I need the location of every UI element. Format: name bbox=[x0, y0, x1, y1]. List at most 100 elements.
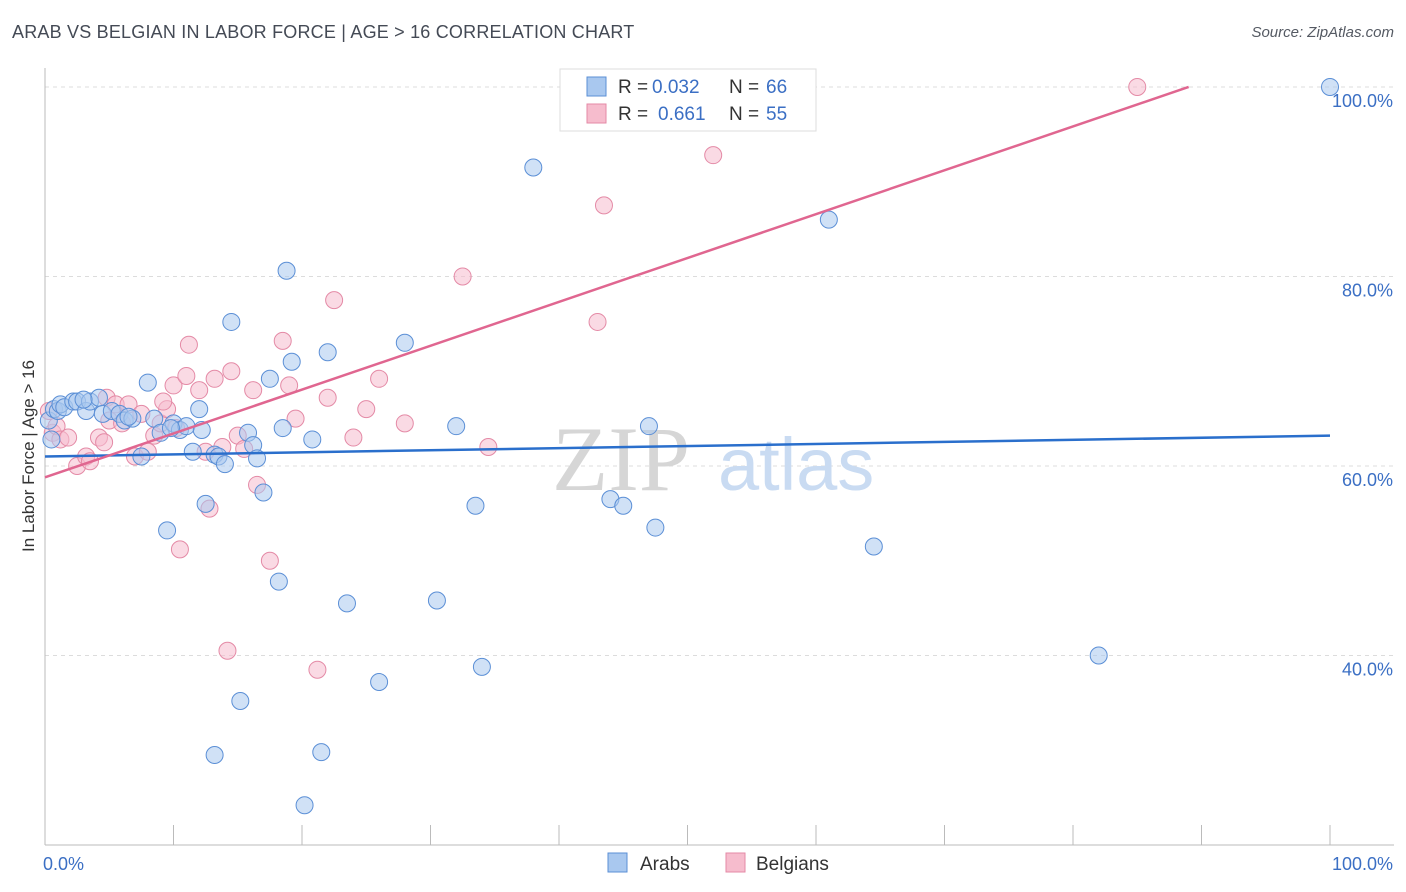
tick-labels: 40.0% 60.0% 80.0% 100.0% 0.0% 100.0% bbox=[43, 91, 1393, 874]
arabs-point-41 bbox=[282, 352, 301, 371]
belgians-point-39 bbox=[286, 409, 305, 428]
x-tick-label-0: 0.0% bbox=[43, 854, 84, 874]
arabs-point-51 bbox=[466, 496, 485, 515]
legend-swatch-belgians bbox=[586, 103, 607, 124]
arabs-point-37 bbox=[260, 369, 279, 388]
belgians-point-41 bbox=[318, 388, 337, 407]
belgians-point-31 bbox=[222, 362, 241, 381]
arabs-point-65 bbox=[74, 390, 93, 409]
arabs-point-58 bbox=[819, 210, 838, 229]
arabs-point-47 bbox=[370, 673, 389, 692]
arabs-point-57 bbox=[646, 518, 665, 537]
arabs-point-16 bbox=[132, 447, 151, 466]
legend-n-label-belgians: N = bbox=[729, 104, 759, 125]
legend-r-label-belgians: R = bbox=[618, 104, 648, 125]
arabs-point-30 bbox=[215, 455, 234, 474]
arabs-point-40 bbox=[277, 261, 296, 280]
belgians-point-22 bbox=[170, 540, 189, 559]
legend-r-value-arabs: 0.032 bbox=[652, 77, 700, 98]
arabs-point-61 bbox=[1321, 77, 1339, 96]
belgians-point-40 bbox=[308, 660, 327, 679]
arabs-point-39 bbox=[273, 419, 292, 438]
legend-n-label-arabs: N = bbox=[729, 77, 759, 98]
series-legend-swatch-arabs bbox=[607, 852, 628, 873]
belgians-point-30 bbox=[218, 641, 237, 660]
series-legend: Arabs Belgians bbox=[607, 852, 829, 875]
arabs-point-55 bbox=[614, 496, 633, 515]
belgians-point-20 bbox=[164, 376, 183, 395]
arabs-point-43 bbox=[303, 430, 322, 449]
y-tick-label-60: 60.0% bbox=[1342, 470, 1393, 490]
chart-title: ARAB VS BELGIAN IN LABOR FORCE | AGE > 1… bbox=[12, 22, 635, 42]
belgians-point-37 bbox=[273, 331, 292, 350]
correlation-legend: R = 0.032 N = 66 R = 0.661 N = 55 bbox=[559, 68, 817, 132]
arabs-point-27 bbox=[196, 494, 215, 513]
arabs-point-10 bbox=[89, 388, 108, 407]
belgians-point-42 bbox=[325, 291, 344, 310]
belgians-point-46 bbox=[395, 414, 414, 433]
belgians-point-34 bbox=[244, 381, 263, 400]
arabs-point-60 bbox=[1089, 646, 1108, 665]
belgians-point-25 bbox=[190, 381, 209, 400]
arabs-point-59 bbox=[864, 537, 883, 556]
belgians-point-51 bbox=[704, 146, 723, 165]
arabs-point-53 bbox=[524, 158, 543, 177]
belgians-point-44 bbox=[357, 400, 376, 419]
legend-r-value-belgians: 0.661 bbox=[658, 104, 706, 125]
arabs-trend-line bbox=[44, 434, 1331, 458]
y-axis-label: In Labor Force | Age > 16 bbox=[19, 360, 38, 552]
arabs-point-25 bbox=[190, 400, 209, 419]
watermark-zip: ZIP bbox=[552, 408, 690, 510]
belgians-point-49 bbox=[594, 196, 613, 215]
belgians-point-53 bbox=[154, 392, 173, 411]
grid-lines bbox=[45, 86, 1394, 656]
belgians-point-36 bbox=[260, 551, 279, 570]
belgians-point-45 bbox=[370, 369, 389, 388]
belgians-point-4 bbox=[59, 428, 78, 447]
series-legend-label-belgians: Belgians bbox=[756, 854, 829, 875]
arabs-point-20 bbox=[158, 521, 177, 540]
watermark: ZIP atlas bbox=[552, 408, 874, 510]
belgians-point-24 bbox=[179, 335, 198, 354]
belgians-point-48 bbox=[479, 438, 498, 457]
y-tick-label-100: 100.0% bbox=[1332, 91, 1393, 111]
arabs-point-24 bbox=[183, 442, 202, 461]
arabs-point-62 bbox=[205, 745, 224, 764]
arabs-point-46 bbox=[337, 594, 356, 613]
arabs-point-49 bbox=[427, 591, 446, 610]
chart-source: Source: ZipAtlas.com bbox=[1251, 24, 1394, 41]
legend-r-label-arabs: R = bbox=[618, 77, 648, 98]
arabs-point-32 bbox=[231, 691, 250, 710]
legend-swatch-arabs bbox=[586, 76, 607, 97]
arabs-point-45 bbox=[318, 343, 337, 362]
belgians-trend-line bbox=[44, 85, 1190, 479]
arabs-point-42 bbox=[295, 796, 314, 815]
belgians-point-52 bbox=[1128, 77, 1147, 96]
x-tick-label-100: 100.0% bbox=[1332, 854, 1393, 874]
arabs-point-17 bbox=[138, 373, 157, 392]
arabs-point-50 bbox=[447, 417, 466, 436]
arabs-point-31 bbox=[222, 312, 241, 331]
belgians-point-28 bbox=[205, 369, 224, 388]
arabs-point-64 bbox=[119, 407, 138, 426]
series-legend-label-arabs: Arabs bbox=[640, 854, 690, 875]
arabs-point-56 bbox=[639, 417, 658, 436]
trend-lines bbox=[44, 85, 1331, 479]
arabs-point-48 bbox=[395, 333, 414, 352]
arabs-point-38 bbox=[269, 572, 288, 591]
y-tick-label-80: 80.0% bbox=[1342, 280, 1393, 300]
legend-n-value-arabs: 66 bbox=[766, 77, 787, 98]
belgians-point-23 bbox=[177, 366, 196, 385]
watermark-atlas: atlas bbox=[718, 423, 874, 506]
legend-n-value-belgians: 55 bbox=[766, 104, 787, 125]
arabs-point-52 bbox=[472, 657, 491, 676]
arabs-point-44 bbox=[312, 743, 331, 762]
belgians-point-54 bbox=[95, 433, 114, 452]
arabs-point-36 bbox=[254, 483, 273, 502]
series-legend-swatch-belgians bbox=[725, 852, 746, 873]
arabs-point-1 bbox=[42, 430, 61, 449]
y-tick-label-40: 40.0% bbox=[1342, 659, 1393, 679]
belgians-point-50 bbox=[588, 312, 607, 331]
belgians-point-43 bbox=[344, 428, 363, 447]
